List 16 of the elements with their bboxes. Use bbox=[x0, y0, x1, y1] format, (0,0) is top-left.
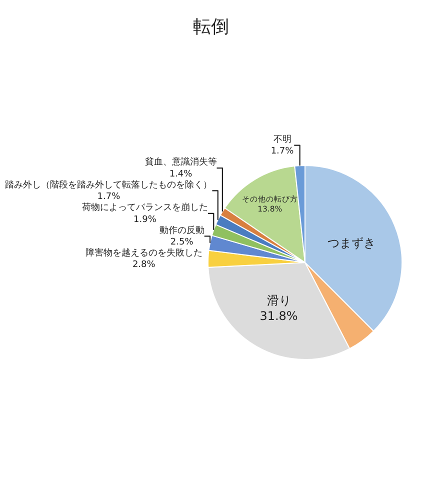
slice-label: 踏み外し（階段を踏み外して転落したものを除く） bbox=[5, 179, 212, 190]
slice-label: つまずき bbox=[328, 236, 376, 250]
data-label: 1.9% bbox=[134, 214, 157, 225]
slice-label: 貧血、意識消失等 bbox=[144, 156, 217, 168]
data-label: 2.5% bbox=[170, 237, 194, 248]
slice-label: 動作の反動 bbox=[159, 224, 204, 236]
chart-title: 転倒 bbox=[193, 16, 229, 38]
slice-label: 滑り bbox=[266, 293, 291, 308]
data-label: 2.8% bbox=[132, 260, 156, 270]
slice-label: 不明 bbox=[273, 134, 292, 145]
data-label: 1.4% bbox=[169, 169, 193, 180]
data-label: 1.7% bbox=[97, 192, 121, 202]
slice-label: 障害物を越えるのを失敗した bbox=[85, 247, 202, 258]
slice-label: 荷物によってバランスを崩した bbox=[82, 202, 208, 214]
data-label: 1.7% bbox=[270, 146, 294, 157]
data-label: 31.8% bbox=[260, 308, 298, 323]
